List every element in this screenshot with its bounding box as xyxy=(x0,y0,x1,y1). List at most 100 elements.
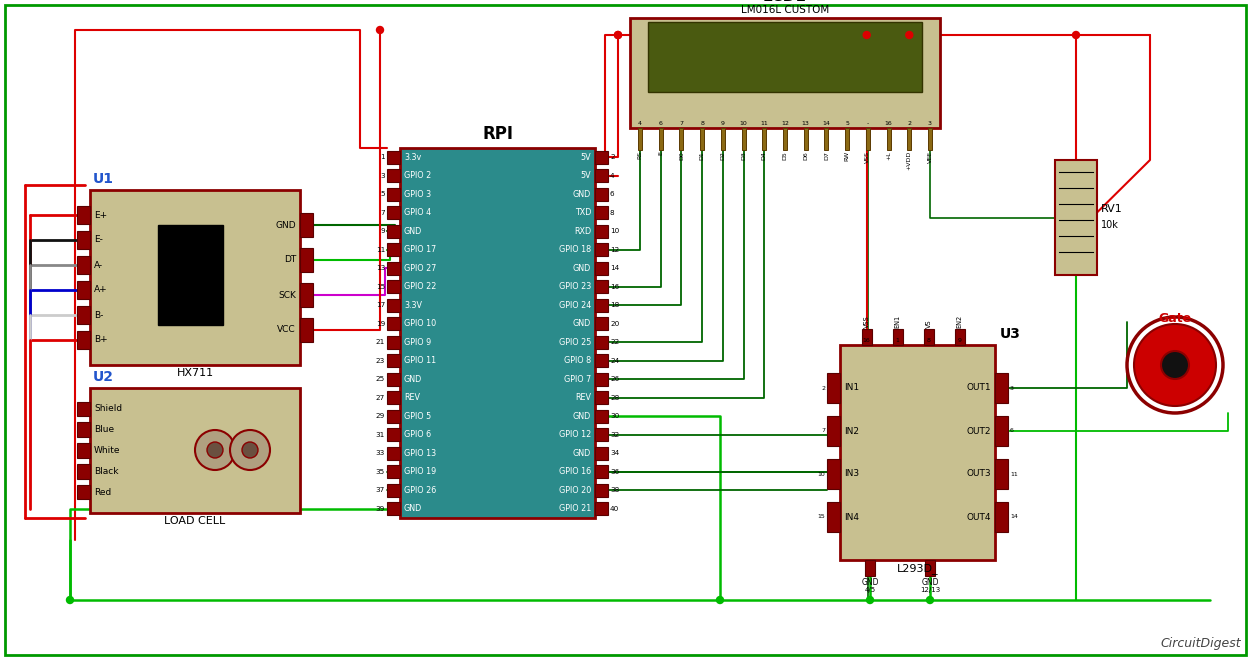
Text: GPIO 7: GPIO 7 xyxy=(564,375,590,383)
Text: OUT3: OUT3 xyxy=(966,469,991,478)
Circle shape xyxy=(206,442,223,458)
Bar xyxy=(864,560,874,576)
Text: 16: 16 xyxy=(610,284,619,290)
Text: A-: A- xyxy=(94,261,103,269)
Text: 8: 8 xyxy=(701,121,704,126)
Bar xyxy=(907,128,911,150)
Circle shape xyxy=(927,597,933,603)
Text: 16: 16 xyxy=(884,121,892,126)
Text: TXD: TXD xyxy=(574,209,590,217)
Text: 8: 8 xyxy=(610,210,614,216)
Text: 20: 20 xyxy=(610,321,619,327)
Text: GPIO 23: GPIO 23 xyxy=(559,282,590,291)
Text: 33: 33 xyxy=(375,450,385,456)
Bar xyxy=(387,410,400,423)
Bar xyxy=(300,248,313,272)
Text: GPIO 12: GPIO 12 xyxy=(559,430,590,440)
Circle shape xyxy=(241,442,258,458)
Text: 10k: 10k xyxy=(1101,220,1118,230)
Text: -: - xyxy=(867,121,869,126)
Circle shape xyxy=(1072,32,1080,38)
Bar xyxy=(659,128,663,150)
Text: 6: 6 xyxy=(610,191,614,197)
Text: A+: A+ xyxy=(94,286,108,294)
Circle shape xyxy=(863,32,871,38)
Text: GPIO 3: GPIO 3 xyxy=(404,190,432,199)
Circle shape xyxy=(906,32,913,38)
Bar xyxy=(827,373,839,403)
Text: 9: 9 xyxy=(721,121,724,126)
Text: GPIO 25: GPIO 25 xyxy=(559,338,590,346)
Text: GPIO 13: GPIO 13 xyxy=(404,449,437,458)
Bar xyxy=(595,354,608,368)
Bar xyxy=(995,416,1008,446)
Bar xyxy=(387,465,400,478)
Bar xyxy=(638,128,642,150)
Bar xyxy=(387,187,400,201)
Text: 24: 24 xyxy=(610,358,619,364)
Text: REV: REV xyxy=(404,393,420,402)
Circle shape xyxy=(377,26,384,34)
Text: B+: B+ xyxy=(94,335,108,345)
Text: D6: D6 xyxy=(803,151,808,160)
Text: 3.3v: 3.3v xyxy=(404,152,422,162)
Text: GND: GND xyxy=(861,578,878,587)
Text: GND: GND xyxy=(275,220,296,230)
Bar xyxy=(928,128,932,150)
Text: RS: RS xyxy=(638,151,643,159)
Text: GPIO 19: GPIO 19 xyxy=(404,467,437,477)
Bar xyxy=(400,148,595,518)
Text: 23: 23 xyxy=(375,358,385,364)
Text: Red: Red xyxy=(94,488,111,497)
Bar xyxy=(742,128,746,150)
Text: 12: 12 xyxy=(781,121,789,126)
Text: 5: 5 xyxy=(846,121,849,126)
Text: 5V: 5V xyxy=(580,152,590,162)
Bar xyxy=(839,345,995,560)
Text: REV: REV xyxy=(575,393,590,402)
Text: 34: 34 xyxy=(610,450,619,456)
Bar xyxy=(387,317,400,331)
Text: 35: 35 xyxy=(375,469,385,475)
Bar xyxy=(827,416,839,446)
Text: Black: Black xyxy=(94,467,119,476)
Bar xyxy=(78,306,90,324)
Text: GPIO 22: GPIO 22 xyxy=(404,282,437,291)
Text: U3: U3 xyxy=(1000,327,1021,341)
Text: GPIO 9: GPIO 9 xyxy=(404,338,432,346)
Text: EN2: EN2 xyxy=(957,315,963,328)
Text: 25: 25 xyxy=(375,376,385,382)
Circle shape xyxy=(1161,351,1188,379)
Text: 40: 40 xyxy=(610,506,619,512)
Text: 17: 17 xyxy=(375,302,385,308)
Text: 1: 1 xyxy=(896,338,899,343)
Bar xyxy=(827,459,839,489)
Bar xyxy=(387,502,400,515)
Text: GPIO 5: GPIO 5 xyxy=(404,412,432,421)
Bar xyxy=(387,447,400,460)
Bar xyxy=(924,560,934,576)
Bar xyxy=(595,502,608,515)
Bar xyxy=(78,206,90,224)
Text: LCD1: LCD1 xyxy=(763,0,807,4)
Text: 7: 7 xyxy=(821,428,824,434)
Text: 12/13: 12/13 xyxy=(919,587,940,593)
Text: RPI: RPI xyxy=(482,125,513,143)
Text: 36: 36 xyxy=(610,469,619,475)
Text: 29: 29 xyxy=(375,413,385,419)
Text: GPIO 11: GPIO 11 xyxy=(404,356,437,365)
Text: 6: 6 xyxy=(1010,428,1013,434)
Bar xyxy=(387,206,400,219)
Text: 8: 8 xyxy=(927,338,931,343)
Bar xyxy=(90,190,300,365)
Text: D5: D5 xyxy=(782,151,787,160)
Bar xyxy=(595,317,608,331)
Text: 10: 10 xyxy=(739,121,747,126)
Text: GND: GND xyxy=(404,375,423,383)
Bar xyxy=(300,213,313,237)
Text: B-: B- xyxy=(94,310,104,319)
Text: 7: 7 xyxy=(380,210,385,216)
Text: +L: +L xyxy=(886,151,891,160)
Text: 10: 10 xyxy=(610,228,619,234)
Bar xyxy=(595,243,608,257)
